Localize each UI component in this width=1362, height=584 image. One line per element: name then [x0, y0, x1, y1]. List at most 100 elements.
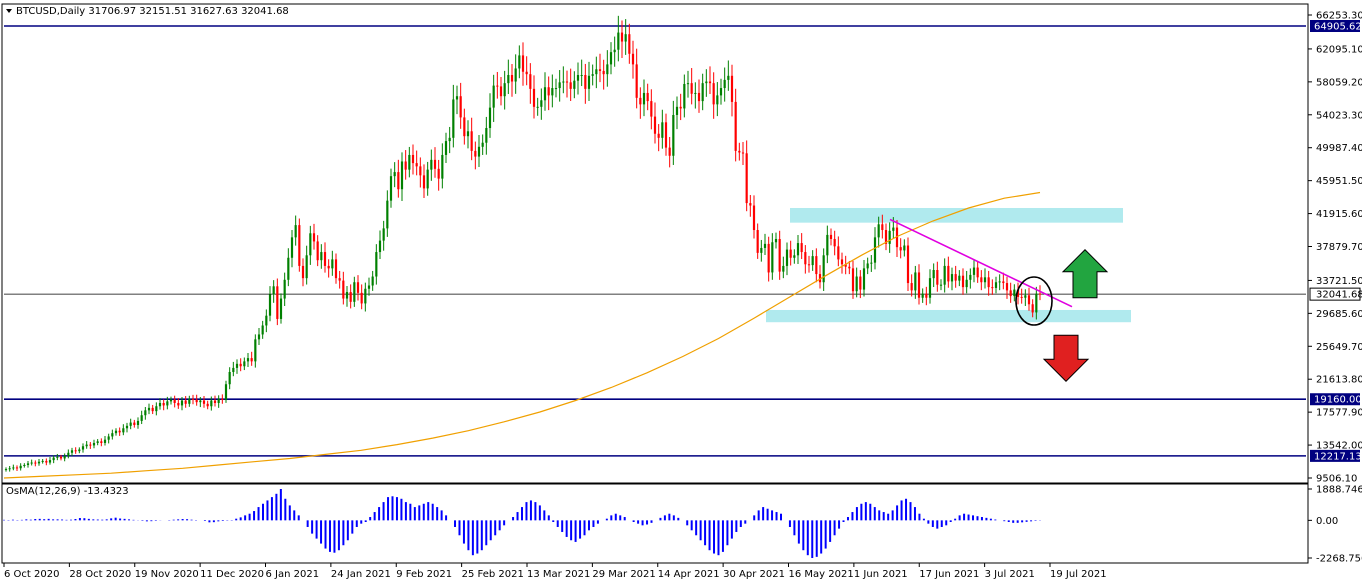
- time-tick-label: 25 Feb 2021: [462, 569, 524, 580]
- candle-body: [686, 83, 690, 85]
- candle-body: [496, 85, 499, 87]
- down-arrow-icon: [1042, 334, 1090, 382]
- candle-body: [155, 406, 158, 412]
- candle-body: [466, 131, 470, 137]
- time-tick-label: 28 Oct 2020: [69, 569, 131, 580]
- price-tick-label: 37879.70: [1316, 242, 1362, 253]
- candle-body: [862, 268, 866, 290]
- time-tick-label: 13 Mar 2021: [527, 569, 590, 580]
- candle-body: [873, 237, 877, 263]
- candle-body: [144, 410, 147, 416]
- candle-body: [558, 82, 561, 89]
- sma-line: [3, 191, 1041, 479]
- candle-body: [411, 154, 415, 164]
- candle-body: [690, 83, 693, 94]
- candle-body: [587, 75, 591, 89]
- candle-body: [771, 242, 774, 273]
- price-tick-label: 62095.10: [1316, 44, 1362, 55]
- price-tick-label: 21613.80: [1316, 375, 1362, 386]
- candle-body: [807, 264, 811, 266]
- candle-body: [642, 92, 646, 105]
- time-axis: 6 Oct 2020 28 Oct 2020 19 Nov 2020 11 Dec 2…: [3, 563, 1107, 580]
- candle-body: [327, 265, 330, 269]
- candle-body: [939, 284, 943, 286]
- candle-body: [316, 241, 319, 261]
- candle-body: [884, 230, 888, 244]
- time-tick-label: 9 Feb 2021: [396, 569, 452, 580]
- candle-body: [309, 233, 312, 256]
- candle-body: [734, 101, 737, 151]
- time-tick-label: 6 Jan 2021: [266, 569, 320, 580]
- candle-body: [430, 159, 433, 170]
- candle-body: [408, 154, 411, 170]
- candle-body: [782, 265, 785, 272]
- candle-body: [1035, 293, 1038, 313]
- candle-body: [936, 269, 939, 285]
- candle-body: [591, 74, 594, 76]
- candle-body: [96, 441, 99, 443]
- candle-body: [213, 400, 217, 403]
- price-tick-label: 25649.70: [1316, 342, 1362, 353]
- price-tick-label: 54023.30: [1316, 110, 1362, 121]
- candle-body: [789, 249, 792, 258]
- candle-body: [1009, 290, 1012, 297]
- candle-body: [448, 137, 451, 142]
- candle-body: [59, 456, 63, 459]
- candles-layer: [4, 15, 1042, 472]
- candle-body: [140, 415, 143, 421]
- candle-body: [459, 96, 462, 118]
- candle-body: [606, 64, 609, 75]
- candle-body: [481, 142, 484, 147]
- candle-body: [12, 467, 15, 469]
- candle-body: [503, 83, 506, 97]
- candle-body: [664, 122, 668, 148]
- candle-body: [961, 275, 965, 288]
- candle-body: [763, 243, 767, 248]
- up-arrow-icon: [1061, 249, 1109, 299]
- candle-body: [991, 287, 994, 289]
- candle-body: [111, 433, 114, 437]
- candle-body: [246, 358, 250, 362]
- candle-body: [727, 75, 730, 80]
- candle-body: [741, 152, 745, 154]
- candle-body: [738, 150, 741, 153]
- candle-body: [188, 398, 191, 404]
- time-tick-label: 19 Jul 2021: [1050, 569, 1107, 580]
- candle-body: [463, 117, 466, 137]
- candle-body: [745, 153, 748, 204]
- candle-body: [334, 259, 338, 279]
- candle-body: [800, 243, 803, 253]
- candle-body: [323, 252, 327, 266]
- candle-body: [89, 444, 92, 446]
- price-tick-label: 66253.30: [1316, 11, 1362, 22]
- price-tick-label: 45951.50: [1316, 176, 1362, 187]
- candle-body: [301, 265, 305, 279]
- time-tick-label: 16 May 2021: [789, 569, 854, 580]
- candle-body: [657, 133, 660, 138]
- candle-body: [965, 279, 968, 288]
- time-tick-label: 14 Apr 2021: [658, 569, 720, 580]
- candle-body: [716, 95, 719, 105]
- candle-body: [983, 277, 987, 283]
- support-zone: [766, 309, 1131, 323]
- candle-body: [78, 449, 81, 452]
- candle-body: [892, 227, 895, 231]
- resistance-zone: [790, 207, 1123, 223]
- candle-body: [45, 460, 48, 463]
- candle-body: [1038, 293, 1042, 295]
- candle-body: [584, 74, 587, 89]
- candle-body: [543, 87, 547, 101]
- candle-body: [41, 460, 44, 462]
- candle-body: [826, 234, 829, 256]
- candle-body: [276, 286, 279, 319]
- candle-body: [624, 34, 627, 42]
- candle-body: [639, 97, 642, 105]
- level-price-tag: [1310, 449, 1360, 462]
- menu-triangle-icon[interactable]: [6, 9, 12, 13]
- candle-body: [92, 442, 96, 446]
- candle-body: [815, 256, 818, 275]
- candle-body: [851, 268, 855, 292]
- candle-body: [243, 361, 246, 367]
- candle-body: [712, 83, 715, 105]
